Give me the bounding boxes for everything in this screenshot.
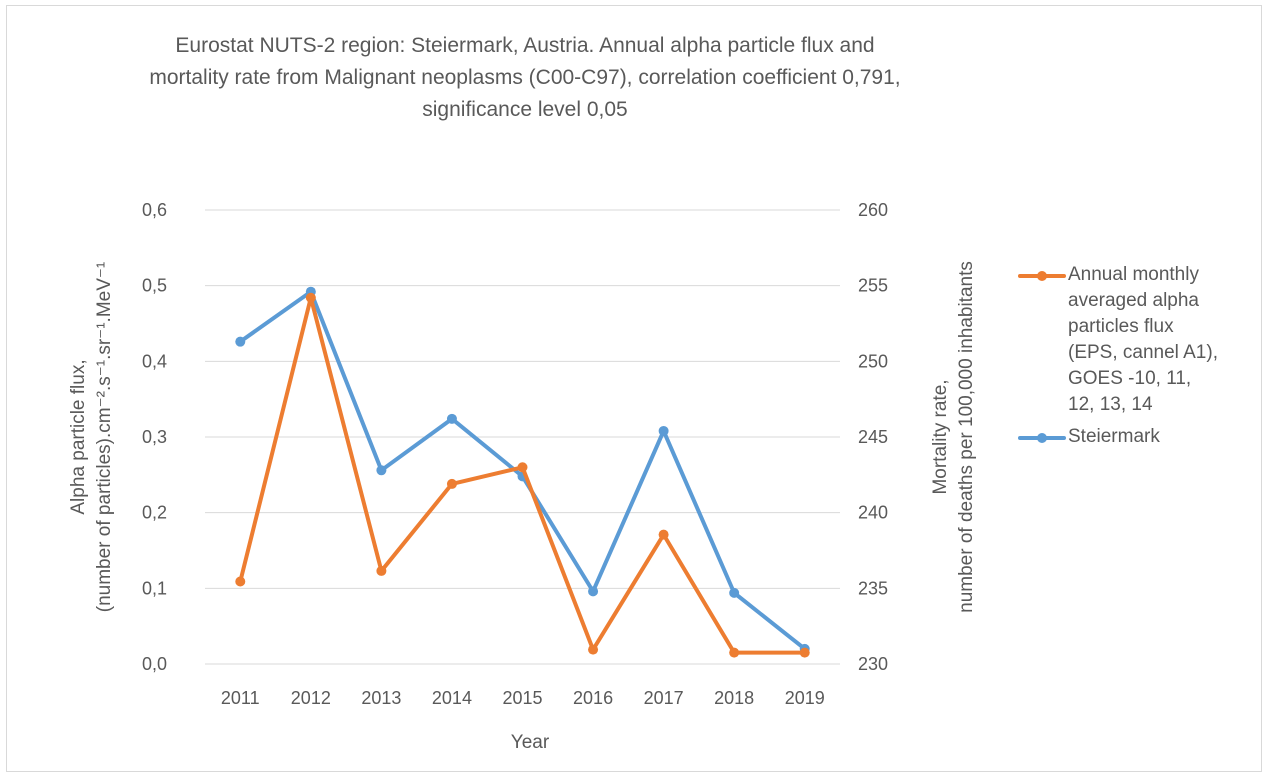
x-axis-ticks: 2011 2012 2013 2014 2015 2016 2017 2018 2019 xyxy=(221,688,825,708)
legend-label-line: particles flux xyxy=(1068,316,1174,337)
right-axis-title-line-2: number of deaths per 100,000 inhabitants xyxy=(956,261,977,613)
data-point xyxy=(588,644,599,655)
chart-title-line-3: significance level 0,05 xyxy=(422,98,628,121)
chart-title-line-2: mortality rate from Malignant neoplasms … xyxy=(149,66,901,89)
left-tick-label: 0,5 xyxy=(142,276,167,296)
legend-item-steiermark[interactable]: Steiermark xyxy=(1018,424,1258,450)
chart-title: Eurostat NUTS-2 region: Steiermark, Aust… xyxy=(60,30,990,126)
legend-label-line: averaged alpha xyxy=(1068,290,1199,311)
data-point xyxy=(376,465,387,476)
right-tick-label: 250 xyxy=(858,351,888,371)
data-point xyxy=(658,425,669,436)
chart-frame xyxy=(6,5,1262,772)
left-tick-label: 0,2 xyxy=(142,503,167,523)
legend-swatch-orange xyxy=(1018,271,1066,281)
right-tick-label: 235 xyxy=(858,578,888,598)
right-axis-title: Mortality rate, number of deaths per 100… xyxy=(930,261,977,613)
legend-label-line: Annual monthly xyxy=(1068,264,1199,285)
series-layer xyxy=(235,286,810,658)
data-point xyxy=(235,576,246,587)
left-axis-title-line-2: (number of particles).cm⁻².s⁻¹.sr⁻¹.MeV⁻… xyxy=(94,262,115,613)
legend-label-line: (EPS, cannel A1), xyxy=(1068,342,1218,363)
right-tick-label: 260 xyxy=(858,200,888,220)
x-tick-label: 2016 xyxy=(573,688,613,708)
x-tick-label: 2013 xyxy=(361,688,401,708)
x-tick-label: 2011 xyxy=(221,688,260,708)
data-point xyxy=(376,565,387,576)
left-tick-label: 0,6 xyxy=(142,200,167,220)
data-point xyxy=(305,292,316,303)
legend-label-line: GOES -10, 11, xyxy=(1068,368,1192,389)
x-tick-label: 2019 xyxy=(785,688,825,708)
x-axis-title: Year xyxy=(511,732,550,753)
x-tick-label: 2017 xyxy=(644,688,684,708)
right-tick-label: 245 xyxy=(858,427,888,447)
data-point xyxy=(729,647,740,658)
chart-title-line-1: Eurostat NUTS-2 region: Steiermark, Aust… xyxy=(175,34,875,57)
right-tick-label: 240 xyxy=(858,503,888,523)
legend-item-alpha-flux[interactable]: Annual monthly averaged alpha particles … xyxy=(1018,262,1258,418)
left-tick-label: 0,4 xyxy=(142,351,167,371)
legend: Annual monthly averaged alpha particles … xyxy=(1018,262,1258,456)
x-tick-label: 2018 xyxy=(714,688,754,708)
x-tick-label: 2015 xyxy=(502,688,542,708)
right-tick-label: 230 xyxy=(858,654,888,674)
data-point xyxy=(588,586,599,597)
right-tick-label: 255 xyxy=(858,276,888,296)
left-tick-label: 0,0 xyxy=(142,654,167,674)
data-point xyxy=(799,647,810,658)
x-tick-label: 2014 xyxy=(432,688,472,708)
data-point xyxy=(235,336,246,347)
gridlines xyxy=(205,209,840,665)
right-axis-title-line-1: Mortality rate, xyxy=(930,379,951,494)
legend-label-line: 12, 13, 14 xyxy=(1068,394,1153,415)
series-alpha-flux xyxy=(235,292,810,658)
legend-label-line: Steiermark xyxy=(1068,426,1160,447)
data-point xyxy=(658,529,669,540)
left-axis-ticks: 0,0 0,1 0,2 0,3 0,4 0,5 0,6 xyxy=(142,200,167,674)
left-axis-title: Alpha particle flux, (number of particle… xyxy=(68,262,115,613)
left-tick-label: 0,3 xyxy=(142,427,167,447)
data-point xyxy=(446,413,457,424)
data-point xyxy=(517,462,528,473)
right-axis-ticks: 230 235 240 245 250 255 260 xyxy=(858,200,888,674)
x-tick-label: 2012 xyxy=(291,688,331,708)
legend-swatch-blue xyxy=(1018,433,1066,443)
left-tick-label: 0,1 xyxy=(142,578,167,598)
data-point xyxy=(446,478,457,489)
left-axis-title-line-1: Alpha particle flux, xyxy=(68,359,89,514)
data-point xyxy=(729,587,740,598)
